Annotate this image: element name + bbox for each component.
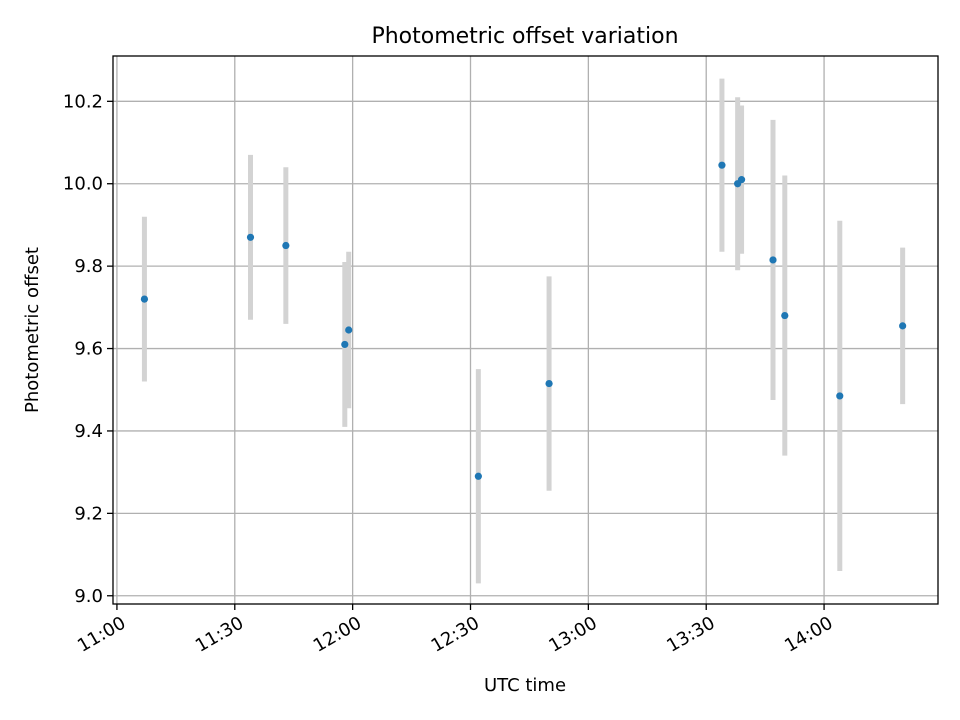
grid-lines xyxy=(113,56,938,604)
y-axis-ticks: 9.0 9.2 9.4 9.6 9.8 10.0 10.2 xyxy=(63,91,113,607)
chart-title: Photometric offset variation xyxy=(371,24,678,49)
y-tick-label: 10.0 xyxy=(63,174,103,195)
y-tick-label: 10.2 xyxy=(63,91,103,112)
data-point xyxy=(899,322,907,330)
data-point xyxy=(769,256,777,264)
data-point xyxy=(718,161,726,169)
data-point xyxy=(781,311,789,320)
y-tick-label: 9.0 xyxy=(74,586,103,607)
x-axis-label: UTC time xyxy=(484,675,566,696)
data-point xyxy=(246,233,255,241)
data-point xyxy=(836,392,844,400)
data-point xyxy=(140,295,149,303)
plot-frame xyxy=(112,55,939,605)
data-point xyxy=(345,326,353,334)
y-tick-label: 9.6 xyxy=(74,339,103,360)
data-point xyxy=(341,340,349,349)
y-tick-label: 9.2 xyxy=(74,503,103,524)
y-tick-label: 9.8 xyxy=(74,256,103,277)
data-points xyxy=(140,161,907,480)
data-point xyxy=(474,472,482,480)
data-point xyxy=(282,241,290,250)
y-axis-label: Photometric offset xyxy=(22,247,43,413)
data-point xyxy=(737,176,746,184)
data-point xyxy=(545,379,553,388)
y-tick-label: 9.4 xyxy=(74,421,103,442)
